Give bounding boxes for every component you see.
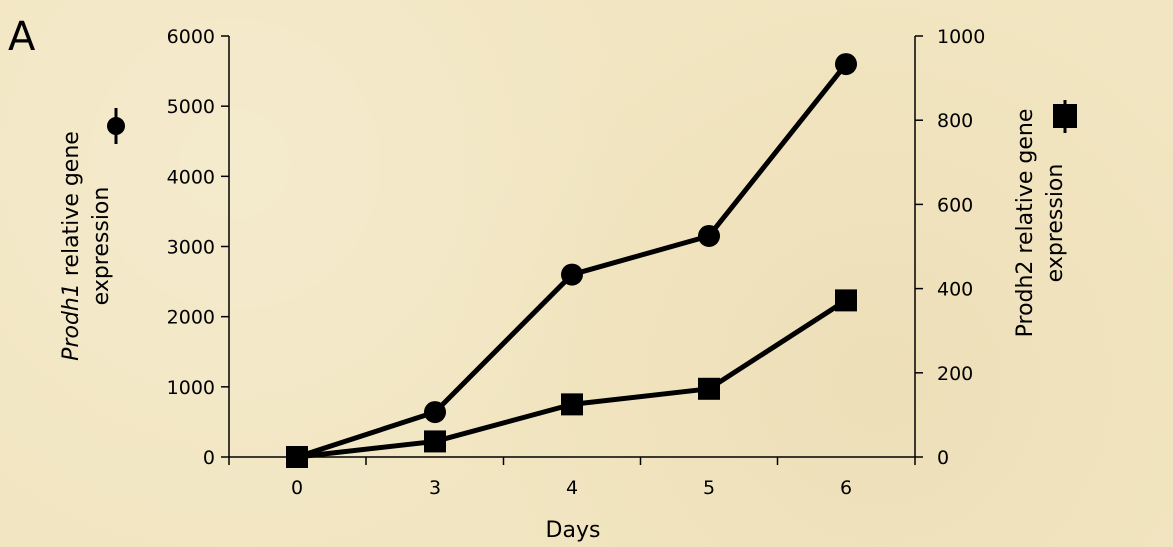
series-prodh2	[286, 289, 857, 468]
data-point-prodh2	[424, 430, 446, 452]
series-line-prodh2	[297, 300, 846, 457]
right-y-title-line1: Prodh2 relative gene	[1013, 109, 1038, 338]
left-y-tick-label: 4000	[167, 166, 215, 188]
right-y-tick-label: 800	[937, 110, 973, 132]
right-y-tick-label: 600	[937, 194, 973, 216]
data-point-prodh1	[424, 401, 446, 423]
right-y-axis-title: Prodh2 relative gene expression	[1013, 109, 1068, 338]
right-y-tick-label: 1000	[937, 26, 985, 48]
data-point-prodh2	[286, 446, 308, 468]
data-point-prodh1	[561, 264, 583, 286]
left-y-title-line2: expression	[89, 187, 114, 306]
left-y-tick-label: 6000	[167, 26, 215, 48]
right-y-legend-key	[1053, 100, 1077, 133]
x-axis-title: Days	[546, 518, 601, 543]
x-tick-label: 3	[429, 477, 441, 499]
data-point-prodh2	[698, 378, 720, 400]
series-layer	[286, 53, 857, 468]
right-y-tick-label: 0	[937, 447, 949, 469]
ticks: 0 1000 2000 3000 4000 5000 6000 0 200 400 600 800 10…	[167, 26, 986, 499]
left-y-legend-key	[107, 108, 125, 144]
data-point-prodh2	[835, 289, 857, 311]
left-y-tick-label: 0	[203, 447, 215, 469]
left-y-tick-label: 2000	[167, 307, 215, 329]
x-tick-label: 6	[840, 477, 852, 499]
data-point-prodh1	[698, 225, 720, 247]
right-y-tick-label: 400	[937, 279, 973, 301]
left-y-axis-title: Prodh1 relative gene expression	[59, 131, 114, 361]
right-y-tick-label: 200	[937, 363, 973, 385]
data-point-prodh2	[561, 393, 583, 415]
right-y-title-line2: expression	[1043, 164, 1068, 283]
svg-text:Prodh1 relative gene: Prodh1 relative gene	[59, 131, 84, 361]
left-y-title-italic: Prodh1	[59, 283, 84, 361]
left-y-tick-label: 1000	[167, 377, 215, 399]
data-point-prodh1	[835, 53, 857, 75]
left-y-tick-label: 5000	[167, 96, 215, 118]
left-y-title-rest: relative gene	[59, 131, 84, 283]
x-tick-label: 4	[566, 477, 578, 499]
x-tick-label: 0	[291, 477, 303, 499]
left-y-tick-label: 3000	[167, 237, 215, 259]
panel-label: A	[8, 14, 36, 60]
x-tick-label: 5	[703, 477, 715, 499]
